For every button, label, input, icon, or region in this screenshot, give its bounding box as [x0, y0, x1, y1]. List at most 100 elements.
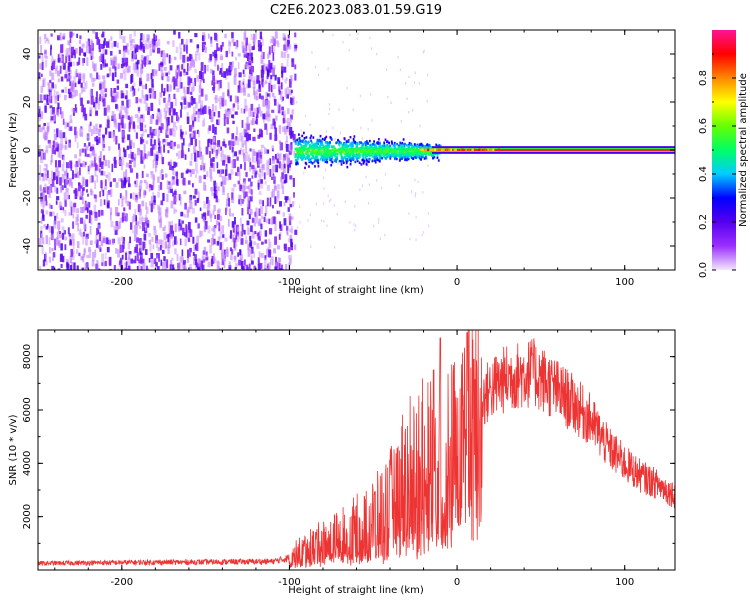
heat-cell	[143, 241, 146, 249]
heat-cell	[245, 52, 249, 59]
heat-cell	[324, 137, 327, 140]
heat-cell	[281, 106, 284, 111]
heat-cell	[87, 136, 90, 142]
heat-cell	[237, 226, 240, 233]
heat-cell	[104, 49, 108, 55]
heat-cell	[111, 75, 114, 80]
heat-cell	[370, 149, 373, 153]
heat-cell	[62, 118, 65, 125]
heat-cell	[428, 146, 431, 150]
heat-cell	[55, 91, 59, 100]
heat-cell	[158, 63, 161, 72]
heat-cell	[378, 158, 381, 162]
heat-cell	[192, 252, 195, 256]
heat-cell	[299, 139, 302, 142]
heat-cell	[271, 259, 274, 266]
heat-cell	[261, 252, 264, 259]
heat-cell	[231, 32, 234, 39]
heat-cell	[72, 203, 76, 213]
heat-cell	[265, 80, 268, 84]
heat-cell	[248, 228, 251, 235]
heat-cell	[68, 55, 71, 62]
heat-cell	[194, 53, 198, 62]
heat-cell	[98, 232, 102, 242]
heat-cell	[249, 157, 252, 164]
heat-cell	[172, 240, 175, 247]
heat-cell	[418, 156, 421, 160]
heat-cell	[217, 81, 221, 91]
heat-cell	[310, 157, 313, 160]
heat-cell	[423, 151, 426, 154]
heat-cell	[192, 236, 195, 244]
heat-cell	[151, 144, 155, 150]
heat-cell	[250, 225, 253, 232]
heat-cell	[308, 155, 311, 158]
heat-cell	[262, 51, 265, 59]
heat-cell	[478, 148, 481, 152]
heat-cell	[187, 225, 190, 235]
heat-cell	[197, 223, 200, 229]
heat-cell	[272, 173, 275, 177]
heat-cell	[258, 103, 261, 108]
heat-cell	[156, 114, 159, 120]
heat-cell	[321, 143, 323, 146]
heat-cell	[264, 123, 268, 130]
heat-cell	[231, 234, 235, 243]
heat-cell	[202, 120, 205, 127]
heat-cell	[300, 129, 302, 132]
heat-cell	[291, 109, 294, 114]
heat-cell	[221, 72, 224, 78]
heat-cell	[395, 147, 398, 151]
heat-cell	[334, 138, 336, 141]
heat-cell	[69, 36, 72, 44]
heat-cell	[233, 138, 237, 145]
heat-cell	[330, 163, 333, 167]
heat-cell	[421, 148, 424, 152]
heat-cell	[152, 159, 155, 169]
heat-cell	[183, 68, 186, 73]
heat-cell	[78, 46, 82, 56]
heat-cell	[239, 249, 242, 256]
heat-cell	[322, 144, 325, 147]
heat-cell	[287, 40, 290, 45]
heat-cell	[78, 40, 82, 44]
heat-cell	[119, 193, 122, 199]
heat-cell	[121, 114, 125, 119]
heat-cell	[123, 123, 127, 129]
heat-cell	[299, 153, 302, 157]
heat-cell	[398, 146, 401, 149]
heat-cell	[89, 52, 93, 56]
heat-cell	[165, 72, 169, 77]
heat-cell	[266, 70, 270, 76]
heat-cell	[160, 62, 163, 68]
heat-cell	[174, 98, 177, 107]
heat-cell	[272, 188, 275, 198]
heat-cell	[337, 148, 340, 151]
heat-cell	[310, 245, 312, 248]
heat-cell	[228, 47, 231, 54]
heat-cell	[44, 260, 48, 266]
heat-cell	[252, 111, 255, 118]
heat-cell	[314, 165, 316, 168]
heat-cell	[59, 234, 62, 239]
heat-cell	[414, 178, 416, 182]
heat-cell	[286, 86, 290, 95]
heat-cell	[310, 160, 313, 164]
heat-cell	[155, 154, 159, 161]
heat-cell	[340, 154, 343, 157]
heat-cell	[166, 76, 170, 82]
heat-cell	[343, 143, 346, 146]
heat-cell	[296, 151, 299, 154]
heat-cell	[149, 94, 152, 99]
heat-cell	[179, 109, 182, 118]
heat-cell	[325, 130, 328, 133]
heat-cell	[180, 211, 184, 217]
heat-cell	[409, 152, 412, 155]
heat-cell	[321, 137, 324, 141]
heat-cell	[244, 47, 247, 56]
heat-cell	[108, 39, 111, 49]
heat-cell	[275, 256, 277, 264]
heat-cell	[109, 68, 112, 77]
heat-cell	[328, 145, 331, 149]
